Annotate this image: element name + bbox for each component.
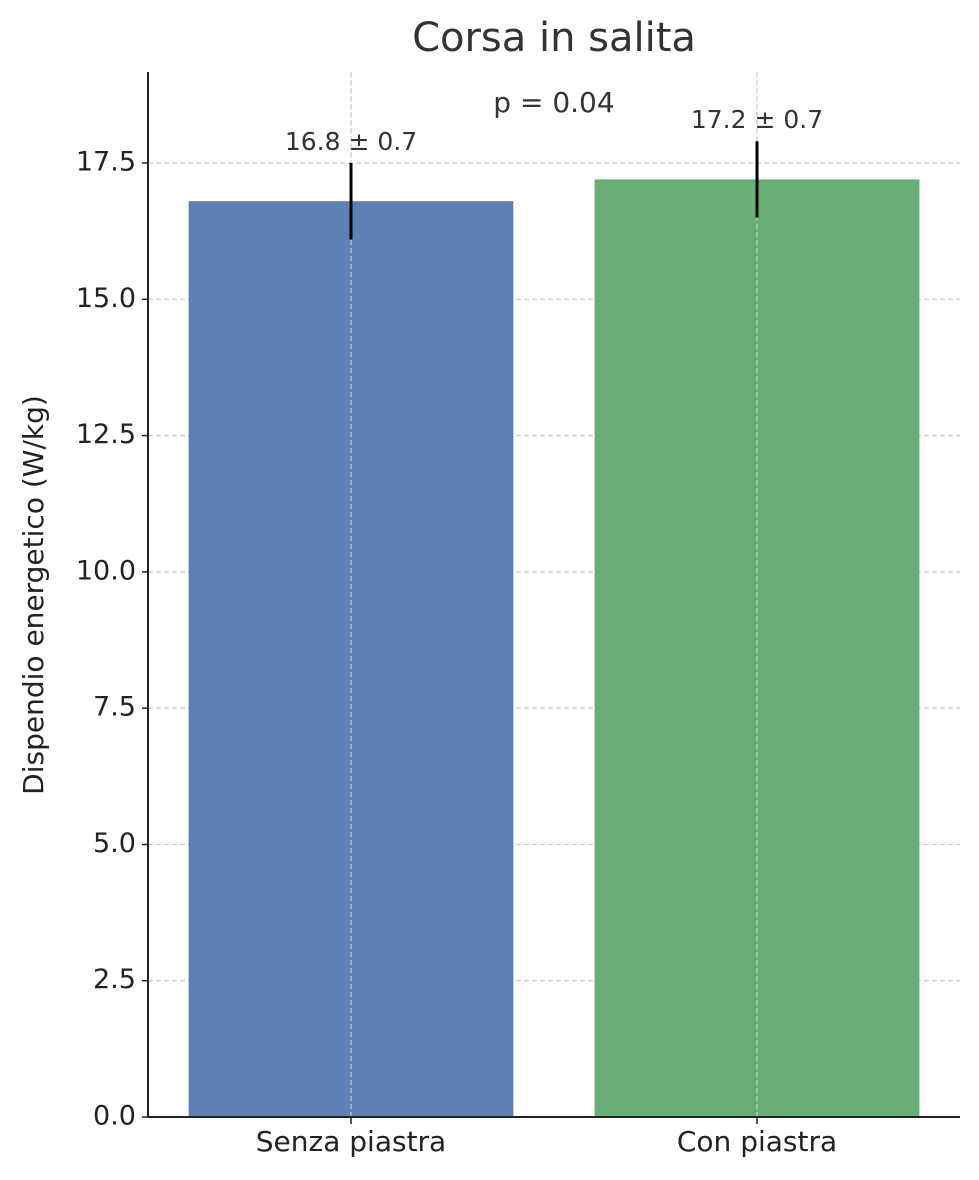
y-tick-label: 15.0 <box>76 283 136 314</box>
x-tick-label: Senza piastra <box>256 1125 446 1158</box>
x-tick-label: Con piastra <box>677 1125 837 1158</box>
annotation: p = 0.04 <box>493 86 614 119</box>
chart-title: Corsa in salita <box>412 15 696 61</box>
value-label: 16.8 ± 0.7 <box>285 127 417 156</box>
value-label: 17.2 ± 0.7 <box>691 105 823 134</box>
y-tick-label: 0.0 <box>93 1101 136 1132</box>
y-tick-label: 17.5 <box>76 147 136 178</box>
y-tick-label: 5.0 <box>93 828 136 859</box>
y-tick-label: 7.5 <box>93 692 136 723</box>
y-tick-label: 2.5 <box>93 964 136 995</box>
y-tick-label: 12.5 <box>76 419 136 450</box>
y-tick-label: 10.0 <box>76 555 136 586</box>
y-axis-label: Dispendio energetico (W/kg) <box>17 395 50 795</box>
